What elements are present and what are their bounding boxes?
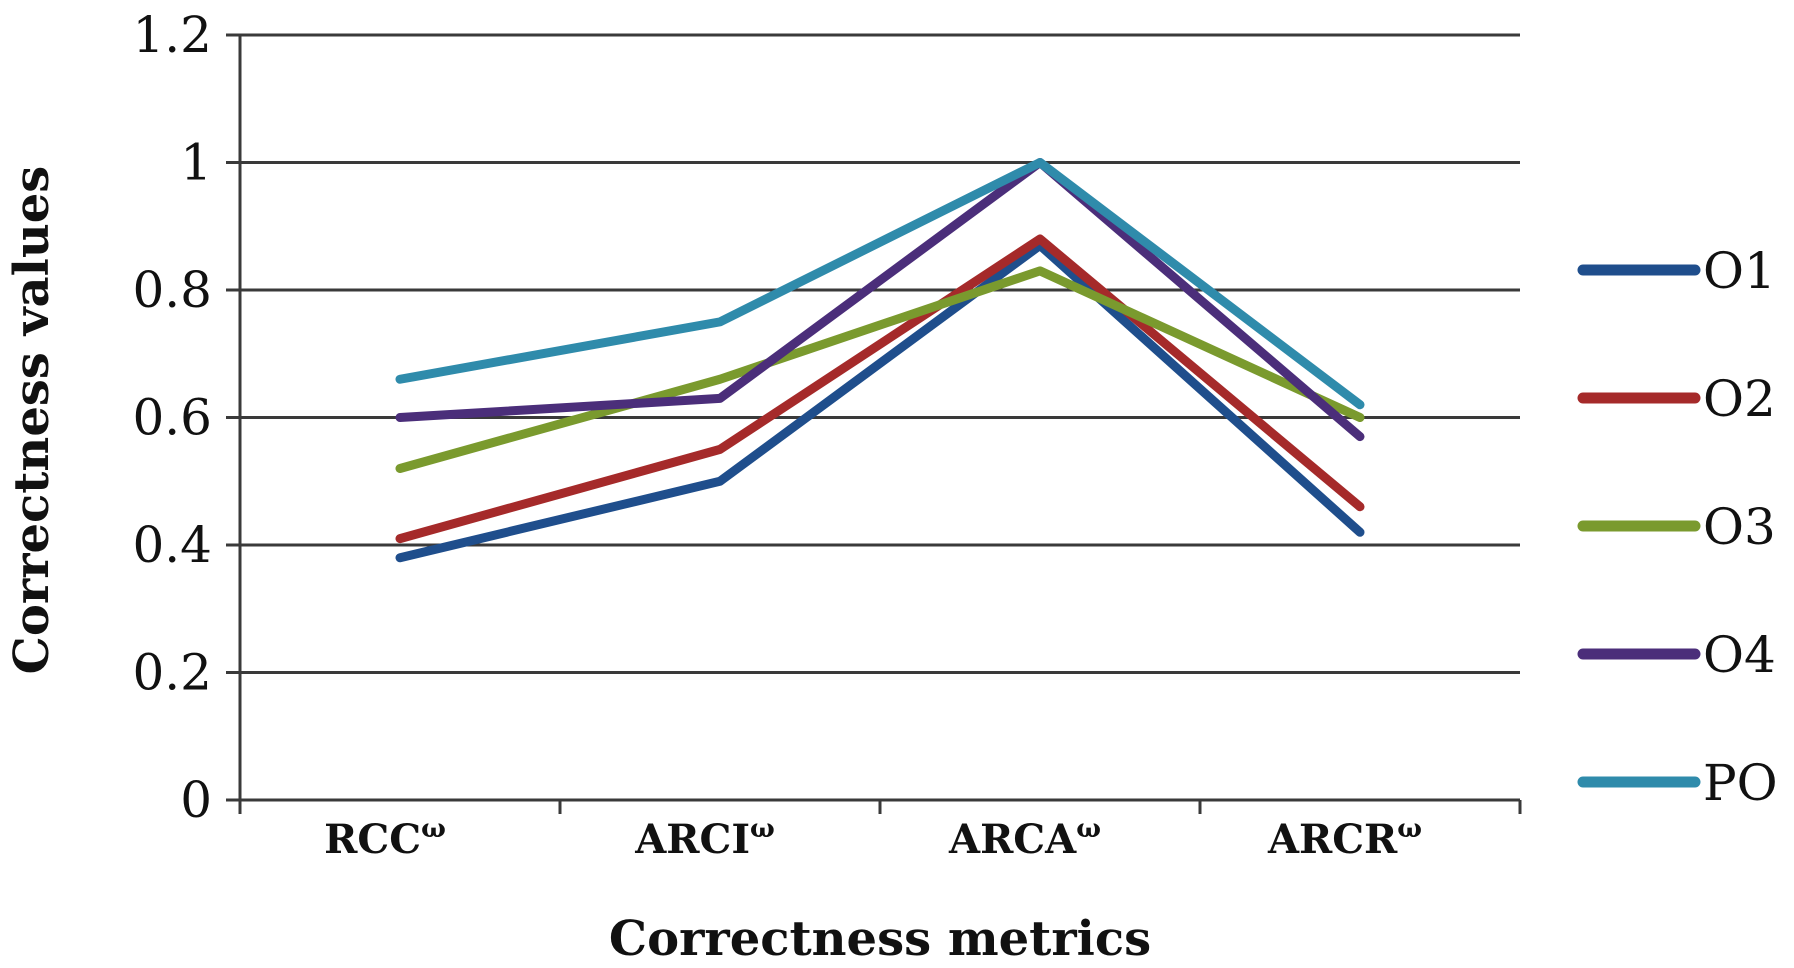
y-axis-title: Correctness values xyxy=(4,166,60,675)
y-tick-label: 0.2 xyxy=(132,644,212,702)
series-line-o4 xyxy=(395,158,1365,442)
legend: O1 O2 O3 O4 PO xyxy=(1577,242,1778,812)
y-tick-label: 0.8 xyxy=(132,261,212,319)
y-axis-ticks: 0 0.2 0.4 0.6 0.8 1 1.2 xyxy=(132,6,240,829)
series-line-o3 xyxy=(395,266,1365,473)
x-axis-ticks: RCCω ARCIω ARCAω ARCRω xyxy=(238,800,1522,863)
series-lines xyxy=(395,158,1365,563)
y-tick-label: 1 xyxy=(180,134,212,192)
legend-label-po: PO xyxy=(1703,754,1778,812)
x-axis-title: Correctness metrics xyxy=(609,911,1151,967)
y-tick-label: 0 xyxy=(180,771,212,829)
y-tick-label: 1.2 xyxy=(132,6,212,64)
legend-label-o4: O4 xyxy=(1703,626,1776,684)
series-line-o1 xyxy=(395,240,1365,563)
series-line-po xyxy=(395,158,1365,410)
legend-label-o2: O2 xyxy=(1703,370,1776,428)
x-tick-label: ARCRω xyxy=(1267,814,1422,863)
legend-label-o1: O1 xyxy=(1703,242,1776,300)
x-tick-label: RCCω xyxy=(324,814,446,863)
x-tick-label: ARCAω xyxy=(948,814,1101,863)
legend-label-o3: O3 xyxy=(1703,498,1776,556)
series-line-o2 xyxy=(395,234,1365,544)
y-tick-label: 0.4 xyxy=(132,516,212,574)
y-tick-label: 0.6 xyxy=(132,389,212,447)
x-tick-label: ARCIω xyxy=(634,814,775,863)
grid-lines xyxy=(240,33,1520,674)
